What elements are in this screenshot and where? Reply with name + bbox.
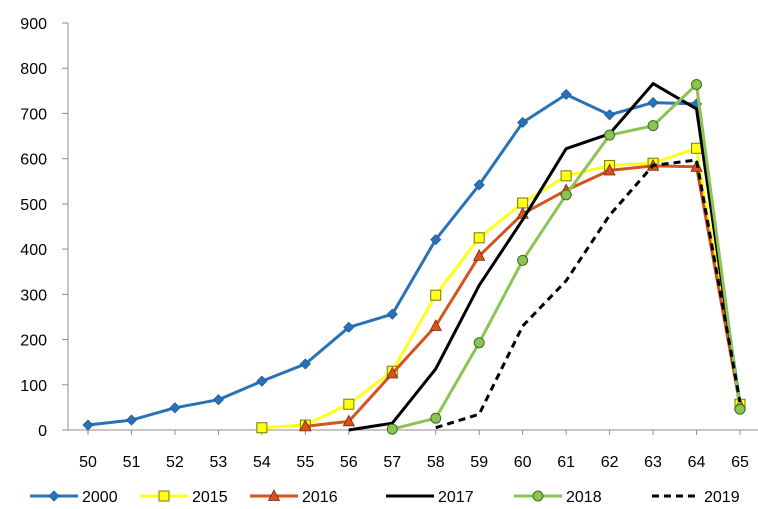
x-tick-label: 63 <box>644 454 662 471</box>
legend-item-2015: 2015 <box>140 489 228 506</box>
x-tick-label: 65 <box>731 454 749 471</box>
data-point <box>647 120 659 132</box>
data-point <box>691 79 703 91</box>
chart-series <box>82 79 747 435</box>
data-point <box>532 490 544 502</box>
x-tick-label: 58 <box>427 454 445 471</box>
data-point <box>386 366 399 379</box>
chart-legend: 2000 2015 2016 2017 2018 2019 <box>30 489 740 506</box>
x-axis-ticks: 50 51 52 53 54 55 56 57 58 59 60 61 62 63 64 65 <box>79 430 749 471</box>
data-point <box>473 179 485 191</box>
data-point <box>429 319 442 331</box>
y-tick-label: 800 <box>20 61 47 78</box>
legend-label: 2000 <box>82 489 118 506</box>
series-line <box>435 158 742 430</box>
x-tick-label: 54 <box>253 454 271 471</box>
x-tick-label: 55 <box>296 454 314 471</box>
series-line <box>391 83 742 431</box>
y-tick-label: 500 <box>20 197 47 214</box>
y-tick-label: 200 <box>20 333 47 350</box>
data-point <box>256 375 268 387</box>
legend-label: 2017 <box>438 489 474 506</box>
data-point <box>517 116 529 129</box>
data-point <box>560 170 572 182</box>
series-2015 <box>256 142 746 434</box>
data-point <box>647 97 659 109</box>
legend-item-2018: 2018 <box>514 489 602 506</box>
data-point <box>48 490 60 502</box>
x-tick-label: 50 <box>79 454 97 471</box>
data-point <box>430 234 442 246</box>
y-tick-label: 0 <box>38 423 47 440</box>
data-point <box>343 398 355 410</box>
data-point <box>343 321 355 333</box>
series-line <box>261 146 742 430</box>
legend-label: 2016 <box>302 489 338 506</box>
series-2017 <box>348 82 742 432</box>
y-tick-label: 900 <box>20 16 47 33</box>
legend-item-2016: 2016 <box>250 489 338 506</box>
data-point <box>430 289 442 301</box>
data-point <box>169 402 181 414</box>
legend-item-2017: 2017 <box>386 489 474 506</box>
series-line <box>348 82 742 432</box>
series-2019 <box>435 158 742 430</box>
data-point <box>256 422 268 434</box>
data-point <box>430 412 442 424</box>
data-point <box>299 419 312 432</box>
series-line <box>87 93 742 427</box>
x-tick-label: 60 <box>514 454 532 471</box>
data-point <box>158 490 170 502</box>
x-tick-label: 62 <box>601 454 619 471</box>
x-tick-label: 57 <box>383 454 401 471</box>
data-point <box>386 423 398 435</box>
data-point <box>473 232 485 244</box>
data-point <box>517 254 529 266</box>
legend-item-2000: 2000 <box>30 489 118 506</box>
data-point <box>517 197 529 209</box>
chart-axes <box>67 23 758 431</box>
x-tick-label: 64 <box>688 454 706 471</box>
data-point <box>342 414 355 427</box>
data-point <box>299 358 311 370</box>
data-point <box>604 109 616 121</box>
y-tick-label: 600 <box>20 152 47 169</box>
data-point <box>125 414 138 426</box>
x-tick-label: 53 <box>210 454 228 471</box>
data-point <box>691 142 703 154</box>
data-point <box>604 129 616 141</box>
data-point <box>473 249 486 261</box>
x-tick-label: 56 <box>340 454 358 471</box>
legend-label: 2018 <box>566 489 602 506</box>
data-point <box>603 163 616 176</box>
data-point <box>386 308 398 320</box>
y-tick-label: 100 <box>20 378 47 395</box>
x-tick-label: 59 <box>470 454 488 471</box>
y-axis-ticks: 0 100 200 300 400 500 600 700 800 900 <box>20 16 68 440</box>
series-2000 <box>82 88 746 431</box>
legend-label: 2019 <box>704 489 740 506</box>
data-point <box>212 394 224 406</box>
series-2018 <box>386 79 746 435</box>
y-tick-label: 300 <box>20 287 47 304</box>
y-tick-label: 700 <box>20 106 47 123</box>
data-point <box>82 419 94 431</box>
legend-label: 2015 <box>192 489 228 506</box>
data-point <box>560 189 572 201</box>
x-tick-label: 51 <box>123 454 141 471</box>
data-point <box>734 403 746 415</box>
x-tick-label: 61 <box>557 454 575 471</box>
data-point <box>473 337 485 349</box>
y-tick-label: 400 <box>20 242 47 259</box>
x-tick-label: 52 <box>166 454 184 471</box>
data-point <box>267 489 281 501</box>
legend-item-2019: 2019 <box>652 489 740 506</box>
data-point <box>560 88 572 101</box>
